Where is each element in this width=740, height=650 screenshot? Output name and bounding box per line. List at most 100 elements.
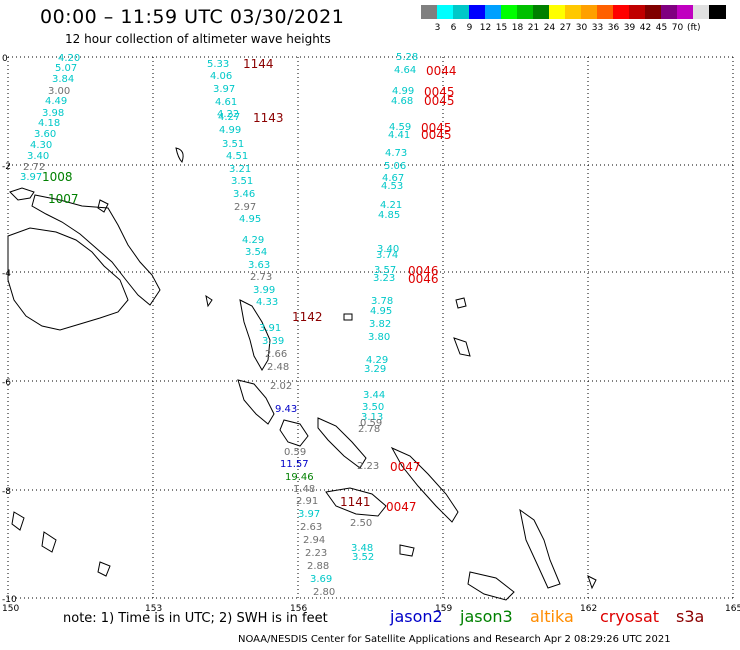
wave-height-value: 4.51 — [226, 151, 248, 162]
wave-height-value: 19.46 — [285, 472, 314, 483]
legend-label: 70 — [671, 23, 684, 33]
wave-height-value: 3.48 — [351, 543, 373, 554]
track-time-label: 0044 — [426, 64, 457, 78]
wave-height-value: 4.30 — [30, 140, 52, 151]
wave-height-value: 3.91 — [259, 323, 281, 334]
track-time-label: 0045 — [424, 85, 455, 99]
legend-label: 12 — [479, 23, 492, 33]
satellite-label: jason2 — [390, 607, 443, 626]
wave-height-value: 2.73 — [250, 272, 272, 283]
legend-swatch — [565, 5, 582, 19]
track-time-label: 0045 — [421, 121, 452, 135]
legend-swatch — [437, 5, 454, 19]
wave-height-value: 4.59 — [389, 122, 411, 133]
legend-label: 3 — [434, 23, 441, 33]
wave-height-value: 5.28 — [396, 52, 418, 63]
y-tick-label: 0 — [2, 54, 8, 64]
wave-height-value: 3.29 — [364, 364, 386, 375]
satellite-label: altika — [530, 607, 574, 626]
wave-height-value: 2.88 — [307, 561, 329, 572]
track-time-label: 0047 — [390, 460, 421, 474]
track-time-label: 0045 — [421, 128, 452, 142]
wave-height-value: 11.57 — [280, 459, 309, 470]
wave-height-value: 4.06 — [210, 71, 232, 82]
wave-height-value: 2.23 — [357, 461, 379, 472]
legend-swatch — [645, 5, 662, 19]
map-subtitle: 12 hour collection of altimeter wave hei… — [65, 32, 331, 46]
track-time-label: 0045 — [424, 94, 455, 108]
coastline-santa-isabel — [317, 417, 367, 469]
axis-ticks: 150 153 156 159 162 165 0 -2 -4 -6 -8 -10 — [2, 54, 740, 614]
legend-swatch — [533, 5, 550, 19]
legend-label: 15 — [495, 23, 508, 33]
legend-label: 18 — [511, 23, 524, 33]
legend-swatch — [677, 5, 694, 19]
wave-height-value: 3.63 — [248, 260, 270, 271]
legend-swatch — [693, 5, 710, 19]
wave-height-value: 2.02 — [270, 381, 292, 392]
legend-swatch — [549, 5, 566, 19]
y-tick-label: -8 — [2, 487, 11, 497]
coastline-islet-8 — [41, 531, 57, 553]
track-time-label: 0047 — [386, 500, 417, 514]
track-time-label: 1143 — [253, 111, 284, 125]
wave-height-value: 3.57 — [374, 265, 396, 276]
track-time-label: 0046 — [408, 272, 439, 286]
wave-height-value: 4.95 — [239, 214, 261, 225]
wave-height-value: 3.50 — [362, 402, 384, 413]
wave-height-value: 3.60 — [34, 129, 56, 140]
legend-label: 45 — [655, 23, 668, 33]
wave-height-value: 3.23 — [373, 273, 395, 284]
legend-swatch — [517, 5, 534, 19]
coastline-choiseul — [237, 379, 275, 425]
wave-height-value: 3.44 — [363, 390, 385, 401]
coastlines — [7, 147, 597, 601]
legend-swatch — [485, 5, 502, 19]
legend-swatch — [613, 5, 630, 19]
map-footer: NOAA/NESDIS Center for Satellite Applica… — [238, 634, 671, 645]
wave-height-value: 2.94 — [303, 535, 325, 546]
coastline-islet-5 — [97, 199, 109, 213]
x-tick-label: 165 — [725, 604, 740, 614]
coastline-malaita — [390, 446, 459, 523]
y-tick-label: -6 — [2, 378, 11, 388]
wave-height-value: 4.53 — [381, 181, 403, 192]
wave-height-value: 3.80 — [368, 332, 390, 343]
legend-swatch — [421, 5, 438, 19]
wave-height-value: 2.23 — [305, 548, 327, 559]
wave-height-value: 4.18 — [38, 118, 60, 129]
wave-height-value: 4.21 — [380, 200, 402, 211]
wave-height-value: 2.48 — [267, 362, 289, 373]
coastline-islet-10 — [587, 575, 597, 590]
satellite-label: s3a — [676, 607, 705, 626]
legend-label: 27 — [559, 23, 572, 33]
x-tick-label: 150 — [2, 604, 19, 614]
legend-swatch — [661, 5, 678, 19]
wave-height-value: 4.20 — [58, 53, 80, 64]
track-time-label: 1144 — [243, 57, 274, 71]
wave-height-value: 3.40 — [27, 151, 49, 162]
legend-label: 36 — [607, 23, 620, 33]
legend-label: 9 — [466, 23, 473, 33]
y-tick-label: -4 — [2, 269, 11, 279]
wave-height-value: 2.66 — [265, 349, 287, 360]
wave-height-value: 3.54 — [245, 247, 267, 258]
legend-label: 30 — [575, 23, 588, 33]
wave-height-value: 3.00 — [48, 86, 70, 97]
wave-height-value: 0.59 — [284, 447, 306, 458]
legend-label: 21 — [527, 23, 540, 33]
coastline-islet-9 — [97, 561, 111, 577]
coastline-png-mainland — [7, 227, 129, 331]
x-tick-label: 162 — [580, 604, 597, 614]
coastline-islet-6 — [205, 294, 213, 308]
map-title: 00:00 – 11:59 UTC 03/30/2021 — [40, 6, 345, 28]
legend-swatch — [629, 5, 646, 19]
map-note: note: 1) Time is in UTC; 2) SWH is in fe… — [63, 611, 328, 626]
wave-height-value: 4.99 — [219, 125, 241, 136]
coastline-islet-2 — [455, 297, 467, 309]
wave-height-value: 3.84 — [52, 74, 74, 85]
wave-height-value: 5.07 — [55, 63, 77, 74]
wave-height-value: 2.78 — [358, 424, 380, 435]
legend-label: 39 — [623, 23, 636, 33]
